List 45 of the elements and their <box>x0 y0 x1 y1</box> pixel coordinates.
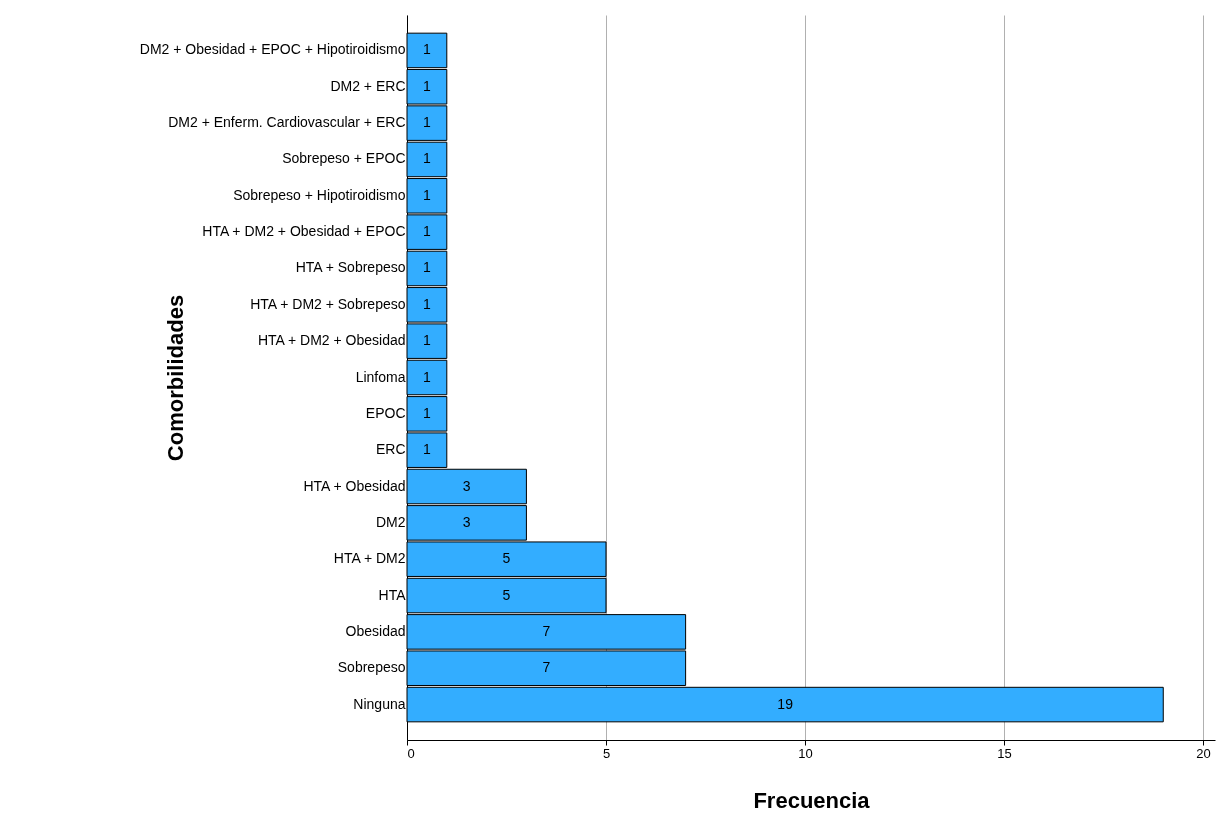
y-tick-label: HTA <box>378 586 407 603</box>
data-label: 19 <box>777 695 794 712</box>
data-label: 1 <box>423 404 431 421</box>
data-label: 1 <box>423 223 431 240</box>
data-label: 1 <box>423 150 431 167</box>
y-tick-label: HTA + Sobrepeso <box>295 259 406 276</box>
y-tick-label: HTA + DM2 <box>333 550 406 567</box>
data-label: 1 <box>423 441 431 458</box>
data-label: 7 <box>542 622 551 639</box>
y-tick-label: Sobrepeso <box>337 659 406 676</box>
data-label: 1 <box>423 41 431 58</box>
data-label: 1 <box>423 77 431 94</box>
x-axis-title: Frecuencia <box>753 787 871 813</box>
y-tick-label: Obesidad <box>345 622 406 639</box>
x-tick-label: 20 <box>1196 745 1211 761</box>
y-tick-label: DM2 + Obesidad + EPOC + Hipotiroidismo <box>139 41 406 58</box>
y-axis-title: Comorbilidades <box>162 294 188 462</box>
y-tick-label: DM2 + Enferm. Cardiovascular + ERC <box>168 114 406 131</box>
y-tick-label: HTA + DM2 + Obesidad + EPOC <box>202 223 406 240</box>
y-tick-label: Sobrepeso + Hipotiroidismo <box>233 186 406 203</box>
y-tick-label: HTA + DM2 + Obesidad <box>257 332 406 349</box>
data-label: 3 <box>462 513 471 530</box>
data-label: 5 <box>502 550 511 567</box>
y-tick-label: ERC <box>375 441 406 458</box>
x-tick-label: 0 <box>407 745 415 761</box>
x-tick-label: 15 <box>997 745 1012 761</box>
data-label: 7 <box>542 659 551 676</box>
x-tick-label: 5 <box>602 745 611 761</box>
data-label: 5 <box>502 586 511 603</box>
x-tick-label: 10 <box>798 745 813 761</box>
data-label: 1 <box>423 368 431 385</box>
y-tick-label: EPOC <box>365 404 406 421</box>
data-label: 1 <box>423 332 431 349</box>
data-label: 1 <box>423 259 431 276</box>
data-label: 1 <box>423 114 431 131</box>
y-tick-label: Ninguna <box>353 695 406 712</box>
y-tick-label: HTA + Obesidad <box>303 477 406 494</box>
y-tick-label: Sobrepeso + EPOC <box>282 150 406 167</box>
data-label: 1 <box>423 295 431 312</box>
y-tick-label: HTA + DM2 + Sobrepeso <box>250 295 406 312</box>
y-tick-label: Linfoma <box>355 368 406 385</box>
data-label: 1 <box>423 186 431 203</box>
y-tick-label: DM2 <box>375 513 406 530</box>
y-tick-label: DM2 + ERC <box>330 77 406 94</box>
data-label: 3 <box>462 477 471 494</box>
